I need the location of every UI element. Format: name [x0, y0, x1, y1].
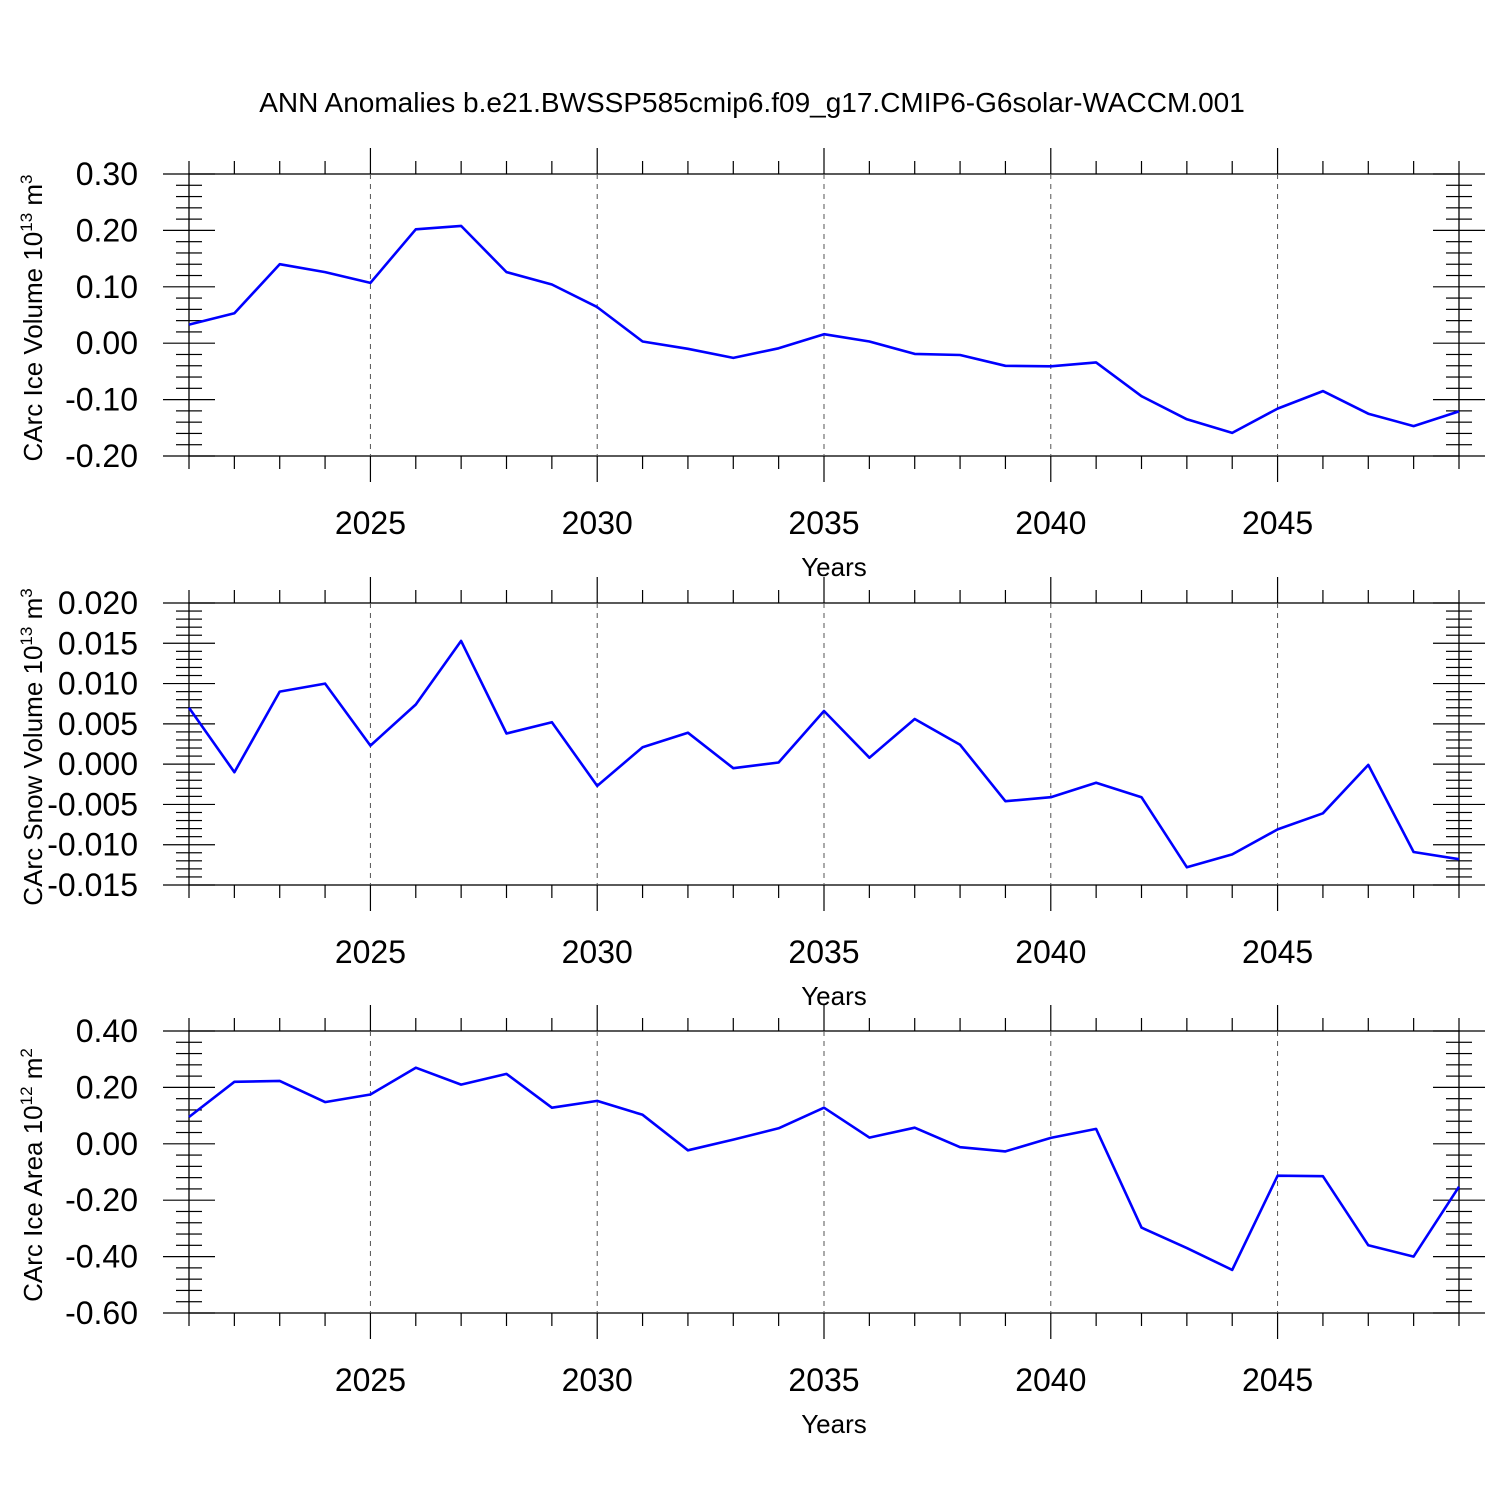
y-tick-label: -0.20 [65, 438, 138, 474]
x-tick-label: 2025 [335, 934, 406, 970]
series-line [188, 1066, 1461, 1272]
y-tick-label: 0.00 [76, 1126, 138, 1162]
panels: 2025 2030 2035 2040 2045 Years 0.30 0.20 0.10 0.0… [17, 148, 1485, 1439]
y-axis-title-exponent: 13 [17, 213, 36, 232]
x-tick-label: 2030 [562, 1362, 633, 1398]
panel-2: 2025 2030 2035 2040 2045 Years 0.020 0.015 0.010… [17, 577, 1485, 1011]
y-tick-label: 0.10 [76, 269, 138, 305]
y-axis-title-main: CArc Ice Area 10 [18, 1105, 48, 1302]
y-axis-title: CArc Ice Area 1012 m2 [17, 1048, 48, 1302]
y-tick-label: -0.010 [47, 827, 138, 863]
y-tick-label: -0.10 [65, 382, 138, 418]
y-axis-title-unit: m [18, 1058, 48, 1087]
y-tick-label: -0.60 [65, 1295, 138, 1331]
figure-title: ANN Anomalies b.e21.BWSSP585cmip6.f09_g1… [259, 87, 1245, 118]
y-tick-label: 0.00 [76, 325, 138, 361]
series-line [187, 639, 1460, 869]
x-tick-label: 2030 [562, 934, 633, 970]
x-tick-label: 2035 [788, 934, 859, 970]
x-tick-label: 2035 [788, 1362, 859, 1398]
y-axis-title-unit: m [18, 184, 48, 213]
x-tick-label: 2025 [335, 505, 406, 541]
y-axis-title: CArc Snow Volume 1013 m3 [17, 588, 48, 905]
x-tick-label: 2035 [788, 505, 859, 541]
y-axis-title-exponent: 12 [17, 1086, 36, 1105]
y-tick-label: 0.000 [58, 746, 138, 782]
y-tick-label: -0.40 [65, 1239, 138, 1275]
x-tick-label: 2025 [335, 1362, 406, 1398]
y-axis-title: CArc Ice Volume 1013 m3 [17, 174, 48, 461]
y-tick-label: 0.20 [76, 212, 138, 248]
x-axis-title: Years [801, 981, 867, 1011]
y-tick-label: -0.015 [47, 867, 138, 903]
y-tick-label: 0.30 [76, 156, 138, 192]
y-tick-label: 0.005 [58, 706, 138, 742]
x-tick-label: 2040 [1015, 1362, 1086, 1398]
y-axis-title-unit-exponent: 3 [17, 588, 36, 597]
panel-1: 2025 2030 2035 2040 2045 Years 0.30 0.20 0.10 0.0… [17, 148, 1485, 582]
series-line [188, 224, 1460, 435]
y-tick-label: 0.20 [76, 1069, 138, 1105]
y-axis-title-main: CArc Snow Volume 10 [18, 646, 48, 906]
y-tick-label: 0.40 [76, 1013, 138, 1049]
x-tick-label: 2045 [1242, 934, 1313, 970]
y-axis-title-unit: m [18, 598, 48, 627]
x-tick-label: 2040 [1015, 934, 1086, 970]
x-axis-title: Years [801, 1409, 867, 1439]
x-tick-label: 2040 [1015, 505, 1086, 541]
y-axis-title-unit-exponent: 3 [17, 174, 36, 183]
y-axis-title-exponent: 13 [17, 627, 36, 646]
panel-3: 2025 2030 2035 2040 2045 Years 0.40 0.20 0.00 -0.… [17, 1005, 1485, 1439]
x-tick-label: 2045 [1242, 505, 1313, 541]
x-tick-label: 2030 [562, 505, 633, 541]
y-tick-label: 0.010 [58, 666, 138, 702]
y-tick-label: -0.20 [65, 1182, 138, 1218]
x-tick-label: 2045 [1242, 1362, 1313, 1398]
x-axis-title: Years [801, 552, 867, 582]
y-axis-title-unit-exponent: 2 [17, 1048, 36, 1057]
y-axis-title-main: CArc Ice Volume 10 [18, 232, 48, 462]
y-tick-label: 0.020 [58, 585, 138, 621]
y-tick-label: 0.015 [58, 625, 138, 661]
y-tick-label: -0.005 [47, 786, 138, 822]
